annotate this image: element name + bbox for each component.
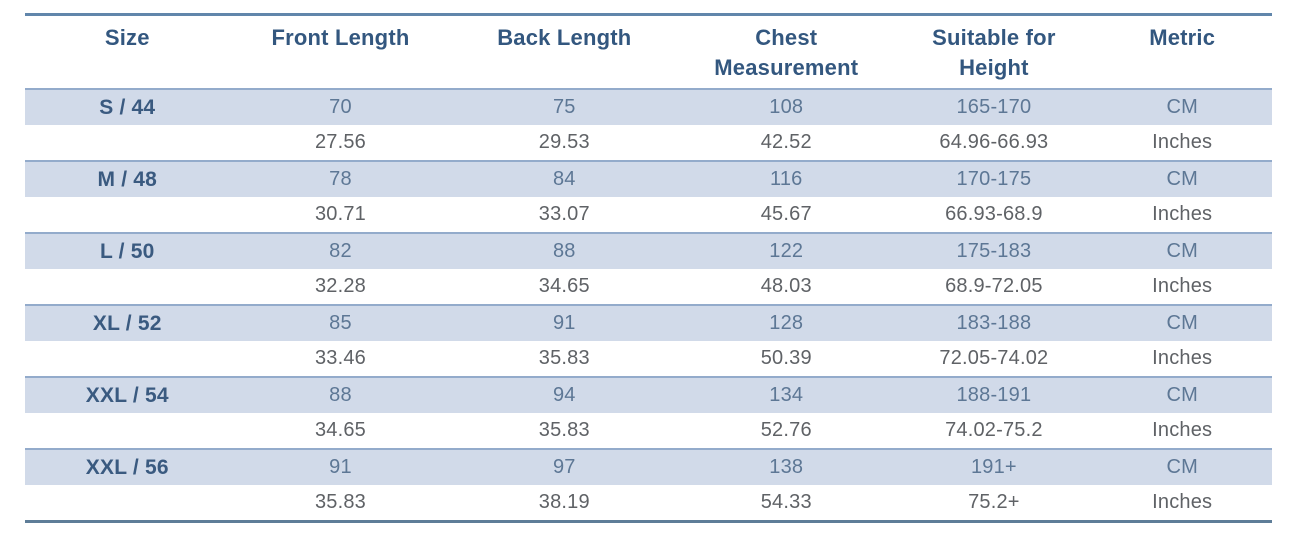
cell-metric: CM bbox=[1092, 88, 1272, 125]
cell-chest: 50.39 bbox=[677, 341, 896, 377]
size-chart-container: Size Front Length Back Length Chest Meas… bbox=[25, 13, 1272, 523]
cell-height: 191+ bbox=[895, 448, 1093, 485]
cell-chest: 52.76 bbox=[677, 413, 896, 449]
cell-back-length: 38.19 bbox=[451, 485, 678, 522]
cell-front-length: 88 bbox=[229, 376, 452, 413]
cell-metric: CM bbox=[1092, 232, 1272, 269]
cell-chest: 138 bbox=[677, 448, 896, 485]
cell-chest: 45.67 bbox=[677, 197, 896, 233]
cell-metric: Inches bbox=[1092, 269, 1272, 305]
cell-size bbox=[25, 485, 230, 522]
cell-height: 74.02-75.2 bbox=[895, 413, 1093, 449]
table-row-s44-inches: 27.56 29.53 42.52 64.96-66.93 Inches bbox=[25, 125, 1272, 161]
cell-chest: 122 bbox=[677, 232, 896, 269]
cell-front-length: 35.83 bbox=[229, 485, 452, 522]
cell-metric: Inches bbox=[1092, 413, 1272, 449]
table-row-s44-cm: S / 44 70 75 108 165-170 CM bbox=[25, 88, 1272, 125]
cell-size: M / 48 bbox=[25, 160, 230, 197]
cell-front-length: 27.56 bbox=[229, 125, 452, 161]
cell-chest: 54.33 bbox=[677, 485, 896, 522]
cell-back-length: 33.07 bbox=[451, 197, 678, 233]
cell-front-length: 30.71 bbox=[229, 197, 452, 233]
cell-front-length: 32.28 bbox=[229, 269, 452, 305]
cell-back-length: 88 bbox=[451, 232, 678, 269]
table-row-xxl56-inches: 35.83 38.19 54.33 75.2+ Inches bbox=[25, 485, 1272, 522]
cell-height: 64.96-66.93 bbox=[895, 125, 1093, 161]
cell-size: XXL / 56 bbox=[25, 448, 230, 485]
cell-height: 183-188 bbox=[895, 304, 1093, 341]
table-row-xxl54-inches: 34.65 35.83 52.76 74.02-75.2 Inches bbox=[25, 413, 1272, 449]
cell-size: S / 44 bbox=[25, 88, 230, 125]
table-row-l50-cm: L / 50 82 88 122 175-183 CM bbox=[25, 232, 1272, 269]
cell-height: 188-191 bbox=[895, 376, 1093, 413]
header-row: Size Front Length Back Length Chest Meas… bbox=[25, 15, 1272, 90]
column-header-size: Size bbox=[104, 25, 150, 50]
cell-front-length: 34.65 bbox=[229, 413, 452, 449]
cell-size bbox=[25, 269, 230, 305]
cell-chest: 128 bbox=[677, 304, 896, 341]
column-header-back-length: Back Length bbox=[497, 25, 632, 50]
table-row-m48-inches: 30.71 33.07 45.67 66.93-68.9 Inches bbox=[25, 197, 1272, 233]
table-row-xxl56-cm: XXL / 56 91 97 138 191+ CM bbox=[25, 448, 1272, 485]
cell-size bbox=[25, 197, 230, 233]
cell-size bbox=[25, 125, 230, 161]
cell-metric: Inches bbox=[1092, 341, 1272, 377]
column-header-chest-measurement: Chest Measurement bbox=[714, 25, 859, 80]
column-header-metric: Metric bbox=[1149, 25, 1216, 50]
cell-chest: 134 bbox=[677, 376, 896, 413]
cell-size: XXL / 54 bbox=[25, 376, 230, 413]
cell-height: 75.2+ bbox=[895, 485, 1093, 522]
cell-chest: 48.03 bbox=[677, 269, 896, 305]
cell-back-length: 91 bbox=[451, 304, 678, 341]
cell-back-length: 94 bbox=[451, 376, 678, 413]
cell-back-length: 35.83 bbox=[451, 413, 678, 449]
cell-size bbox=[25, 413, 230, 449]
table-body: S / 44 70 75 108 165-170 CM 27.56 29.53 … bbox=[25, 88, 1272, 522]
cell-metric: CM bbox=[1092, 304, 1272, 341]
cell-height: 170-175 bbox=[895, 160, 1093, 197]
table-row-m48-cm: M / 48 78 84 116 170-175 CM bbox=[25, 160, 1272, 197]
cell-size: XL / 52 bbox=[25, 304, 230, 341]
cell-metric: Inches bbox=[1092, 197, 1272, 233]
cell-size bbox=[25, 341, 230, 377]
cell-chest: 108 bbox=[677, 88, 896, 125]
cell-back-length: 97 bbox=[451, 448, 678, 485]
cell-back-length: 75 bbox=[451, 88, 678, 125]
cell-front-length: 85 bbox=[229, 304, 452, 341]
cell-metric: CM bbox=[1092, 160, 1272, 197]
cell-metric: Inches bbox=[1092, 125, 1272, 161]
size-chart-table: Size Front Length Back Length Chest Meas… bbox=[25, 13, 1272, 523]
cell-height: 66.93-68.9 bbox=[895, 197, 1093, 233]
table-row-xl52-inches: 33.46 35.83 50.39 72.05-74.02 Inches bbox=[25, 341, 1272, 377]
cell-front-length: 78 bbox=[229, 160, 452, 197]
cell-front-length: 33.46 bbox=[229, 341, 452, 377]
table-row-xxl54-cm: XXL / 54 88 94 134 188-191 CM bbox=[25, 376, 1272, 413]
cell-front-length: 82 bbox=[229, 232, 452, 269]
cell-back-length: 29.53 bbox=[451, 125, 678, 161]
cell-back-length: 84 bbox=[451, 160, 678, 197]
column-header-suitable-for-height: Suitable for Height bbox=[932, 25, 1056, 80]
cell-back-length: 35.83 bbox=[451, 341, 678, 377]
cell-chest: 116 bbox=[677, 160, 896, 197]
cell-height: 175-183 bbox=[895, 232, 1093, 269]
cell-front-length: 91 bbox=[229, 448, 452, 485]
cell-metric: CM bbox=[1092, 376, 1272, 413]
cell-metric: Inches bbox=[1092, 485, 1272, 522]
cell-front-length: 70 bbox=[229, 88, 452, 125]
cell-size: L / 50 bbox=[25, 232, 230, 269]
cell-height: 68.9-72.05 bbox=[895, 269, 1093, 305]
table-row-l50-inches: 32.28 34.65 48.03 68.9-72.05 Inches bbox=[25, 269, 1272, 305]
column-header-front-length: Front Length bbox=[271, 25, 410, 50]
cell-height: 165-170 bbox=[895, 88, 1093, 125]
cell-back-length: 34.65 bbox=[451, 269, 678, 305]
table-header: Size Front Length Back Length Chest Meas… bbox=[25, 15, 1272, 90]
cell-metric: CM bbox=[1092, 448, 1272, 485]
cell-chest: 42.52 bbox=[677, 125, 896, 161]
table-row-xl52-cm: XL / 52 85 91 128 183-188 CM bbox=[25, 304, 1272, 341]
cell-height: 72.05-74.02 bbox=[895, 341, 1093, 377]
